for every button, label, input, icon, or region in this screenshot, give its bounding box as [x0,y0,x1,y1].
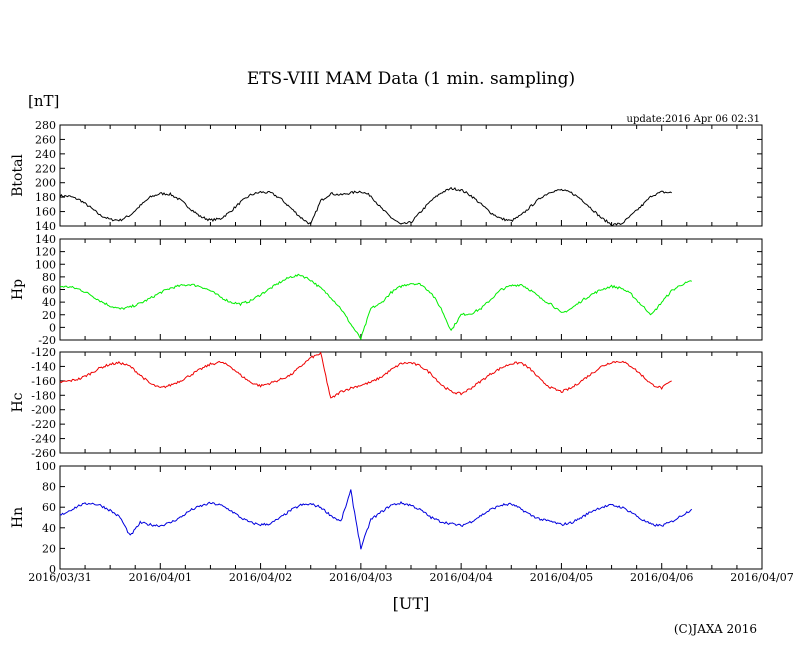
y-tick-label: -180 [31,389,56,402]
panel-label: Hp [10,279,26,300]
y-tick-label: 60 [42,284,56,297]
series-line-hn [59,489,693,550]
copyright: (C)JAXA 2016 [674,622,757,636]
panel-label: Hc [10,392,26,412]
y-tick-label: 220 [35,162,56,175]
panel-frame [59,465,763,570]
series-line-hp [59,273,692,341]
y-tick-label: 100 [35,258,56,271]
y-tick-label: -140 [31,360,56,373]
unit-label: [nT] [28,92,59,110]
panel-frame [59,351,763,454]
panel-label: Btotal [10,154,26,197]
y-tick-label: 20 [42,309,56,322]
y-tick-label: 180 [35,191,56,204]
y-tick-label: 40 [42,522,56,535]
panel-hn: 0 20 40 60 80 100 Hn [10,460,763,576]
panel-hc: -260-240 -220-200 -180-160 -140-120 Hc [10,346,763,460]
x-tick-label: 2016/04/07 [730,571,793,584]
y-tick-label: 40 [42,296,56,309]
x-tick-label: 2016/04/03 [329,571,392,584]
y-tick-label: -160 [31,375,56,388]
x-tick-label: 2016/04/05 [530,571,593,584]
panel-frame [59,124,763,227]
y-tick-label: 0 [49,563,56,576]
y-tick-label: 80 [42,271,56,284]
x-tick-label: 2016/04/01 [129,571,192,584]
x-tick-label: 2016/03/31 [28,571,91,584]
y-tick-label: 140 [35,220,56,233]
y-tick-label: 160 [35,206,56,219]
y-tick-label: 140 [35,233,56,246]
y-tick-label: -200 [31,404,56,417]
y-tick-label: 120 [35,246,56,259]
series-line-hc [59,351,672,399]
y-tick-label: 280 [35,119,56,132]
series-line-btotal [59,186,672,227]
y-tick-label: 100 [35,460,56,473]
y-tick-label: 80 [42,481,56,494]
update-timestamp: update:2016 Apr 06 02:31 [627,114,760,125]
y-tick-label: -20 [38,334,56,347]
x-axis-label: [UT] [393,594,430,613]
y-tick-label: -260 [31,447,56,460]
x-tick-label: 2016/04/06 [630,571,693,584]
x-tick-label: 2016/04/02 [229,571,292,584]
y-tick-label: 20 [42,542,56,555]
y-tick-label: 60 [42,501,56,514]
y-tick-label: 200 [35,177,56,190]
y-tick-label: -120 [31,346,56,359]
y-tick-label: 0 [49,321,56,334]
chart-title: ETS-VIII MAM Data (1 min. sampling) [247,69,575,89]
y-tick-label: -240 [31,433,56,446]
y-tick-label: 260 [35,133,56,146]
panel-label: Hn [10,507,26,528]
x-tick-label: 2016/04/04 [429,571,492,584]
y-tick-label: -220 [31,418,56,431]
y-tick-label: 240 [35,148,56,161]
